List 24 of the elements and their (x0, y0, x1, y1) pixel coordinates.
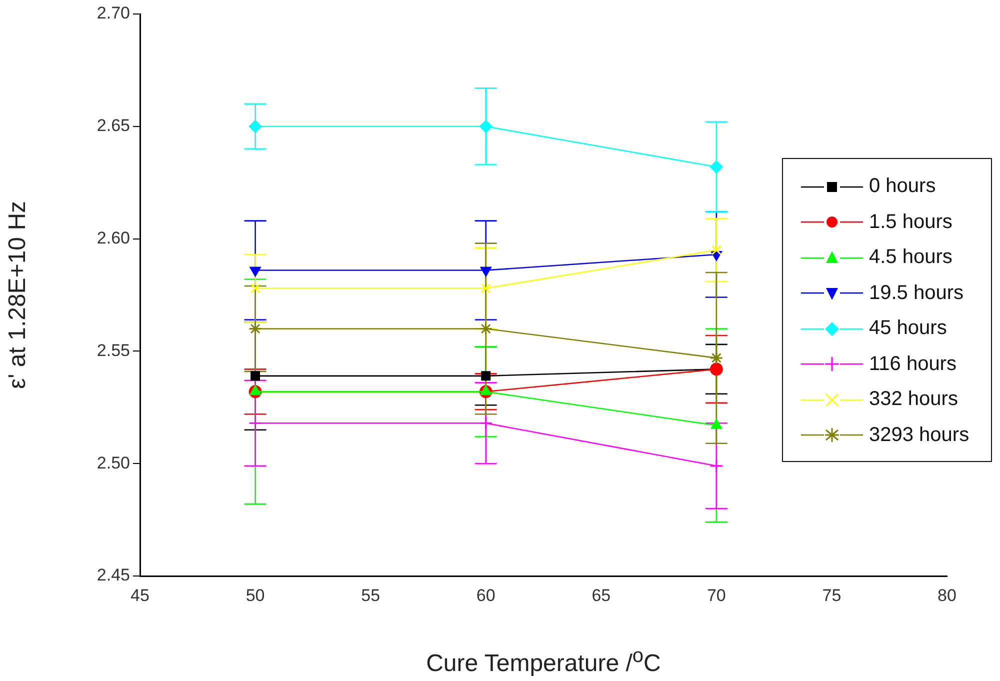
x-tick-label: 55 (361, 586, 380, 605)
x-tick-label: 50 (246, 586, 265, 605)
x-tick-label: 75 (822, 586, 842, 605)
y-axis-title: ε' at 1.28E+10 Hz (4, 200, 32, 390)
y-tick-label: 2.65 (96, 116, 130, 136)
legend-label: 4.5 hours (869, 246, 952, 270)
y-tick-label: 2.45 (96, 566, 130, 585)
legend-label: 19.5 hours (869, 282, 964, 305)
y-tick-label: 2.55 (96, 340, 130, 360)
x-tick-label: 70 (706, 586, 726, 605)
x-tick-label: 80 (938, 586, 956, 605)
legend-label: 116 hours (869, 352, 956, 376)
legend-label: 45 hours (869, 317, 947, 340)
x-tick-label: 60 (476, 586, 496, 605)
y-tick-label: 2.60 (96, 228, 130, 248)
x-tick-label: 45 (130, 586, 150, 605)
x-tick-label: 65 (592, 586, 611, 605)
x-axis-title: Cure Temperature /$^{o}$C (425, 645, 662, 678)
legend-label: 0 hours (869, 175, 936, 198)
y-tick-label: 2.70 (96, 4, 130, 23)
y-tick-label: 2.50 (96, 453, 130, 472)
legend-label: 3293 hours (869, 424, 970, 447)
legend-label: 1.5 hours (869, 210, 952, 234)
legend-label: 332 hours (869, 388, 958, 412)
